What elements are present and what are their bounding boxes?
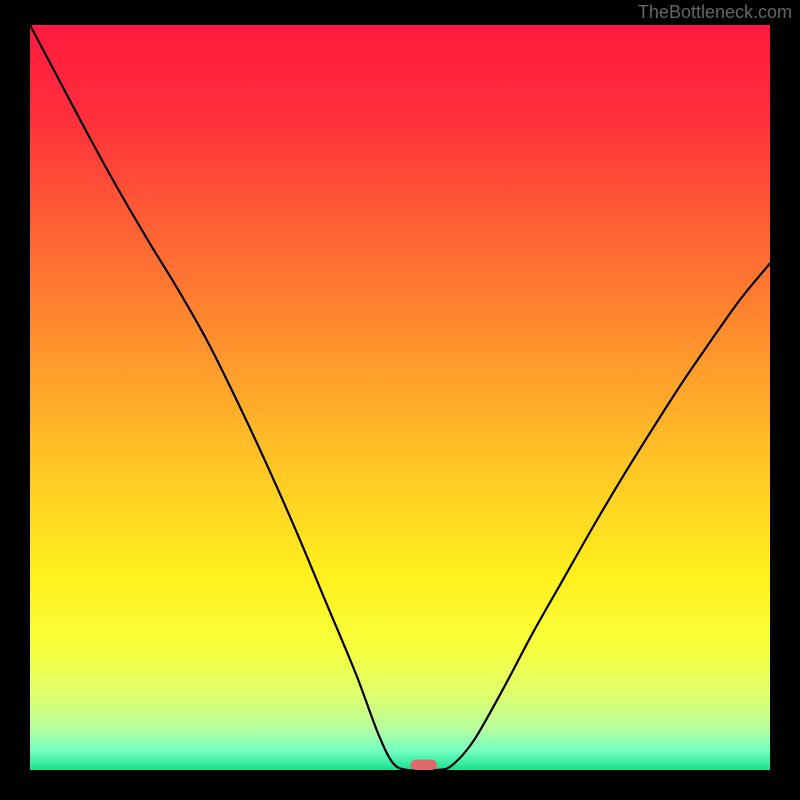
chart-root: TheBottleneck.com	[0, 0, 800, 800]
chart-background	[30, 25, 770, 770]
optimal-marker	[410, 760, 437, 770]
chart-svg	[0, 0, 800, 800]
attribution-text: TheBottleneck.com	[638, 2, 792, 23]
